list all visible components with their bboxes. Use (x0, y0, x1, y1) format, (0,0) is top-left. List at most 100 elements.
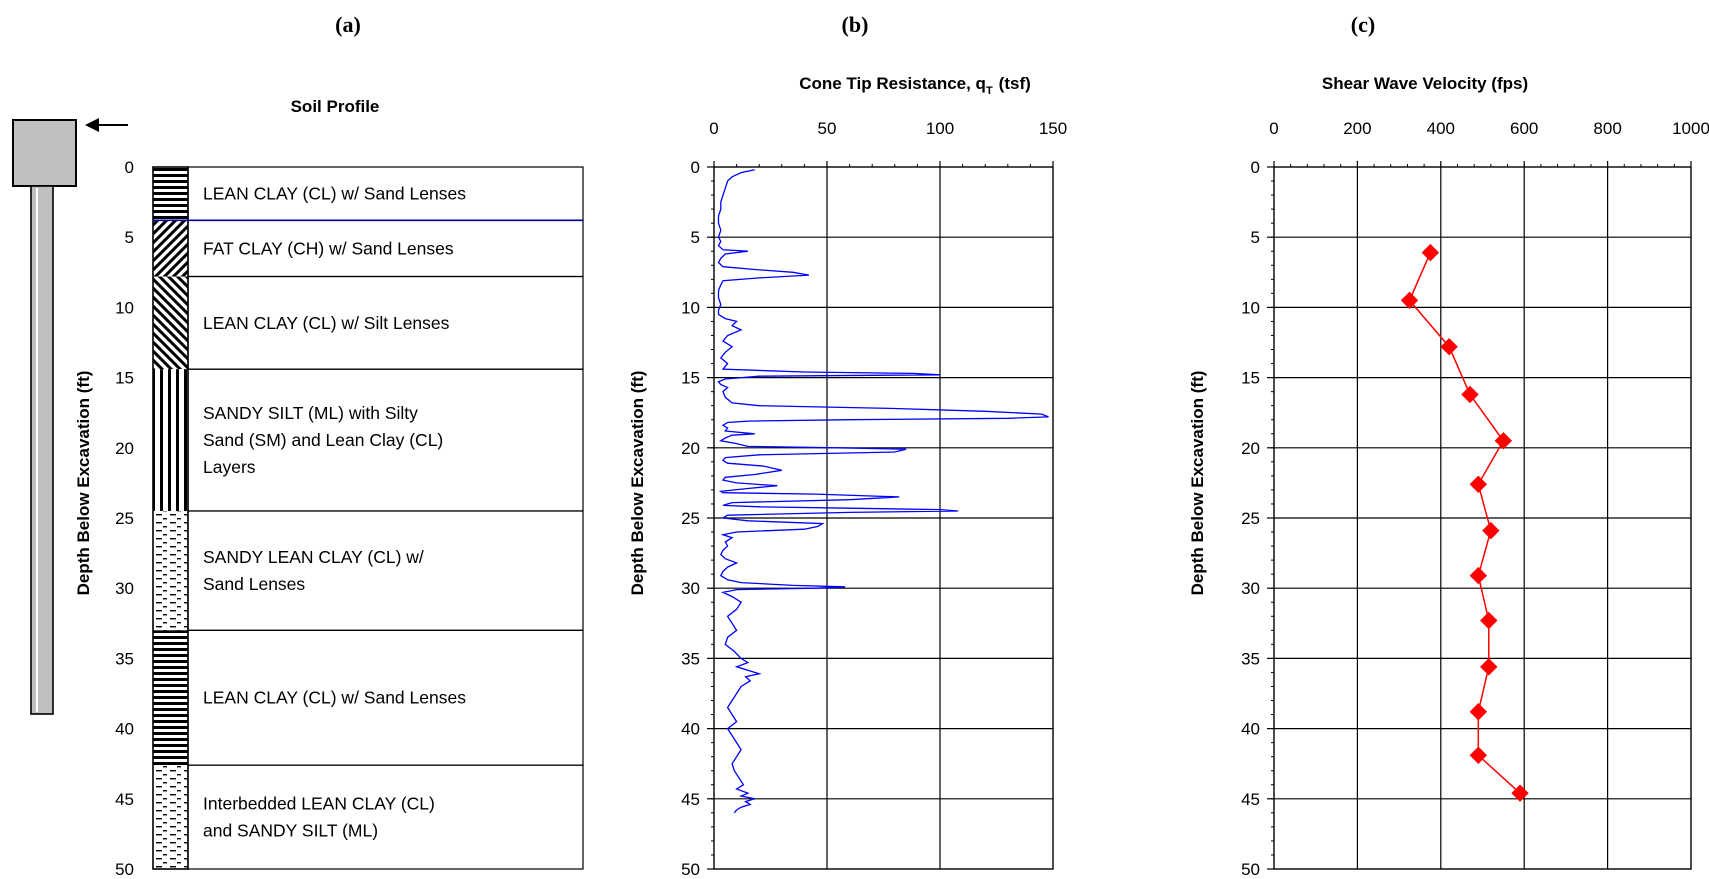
soil-layer-label-4-1: Sand Lenses (203, 574, 305, 594)
soil-layer-label-1-0: FAT CLAY (CH) w/ Sand Lenses (203, 238, 454, 258)
c-ytick-10: 50 (1241, 860, 1260, 879)
soil-layer-label-5-0: LEAN CLAY (CL) w/ Sand Lenses (203, 688, 466, 708)
cpt-grid (707, 161, 1054, 870)
soil-layer-label-3-0: SANDY SILT (ML) with Silty (203, 403, 418, 423)
b-ytick-9: 45 (681, 790, 700, 809)
c-xtick-4: 800 (1593, 119, 1621, 138)
soil-profile-layers: LEAN CLAY (CL) w/ Sand Lenses FAT CLAY (C… (152, 166, 584, 870)
soil-ytick-3: 15 (115, 369, 134, 388)
soil-layer-pattern-5 (153, 630, 188, 766)
cpt-series (717, 169, 1049, 814)
cpt-title-sub: T (986, 85, 993, 97)
soil-layer-label-3-2: Layers (203, 457, 256, 477)
soil-layer-label-6-0: Interbedded LEAN CLAY (CL) (203, 794, 435, 814)
b-xtick-1: 50 (818, 119, 837, 138)
c-ytick-7: 35 (1241, 649, 1260, 668)
vs-yticks: 0 5 10 15 20 25 30 35 40 45 50 (1241, 158, 1260, 879)
b-ytick-2: 10 (681, 298, 700, 317)
vs-point-7 (1469, 566, 1488, 585)
cpt-title-main: Cone Tip Resistance, q (799, 74, 986, 93)
soil-ytick-4: 20 (115, 439, 134, 458)
c-xtick-2: 400 (1427, 119, 1455, 138)
c-xtick-3: 600 (1510, 119, 1538, 138)
vs-series (1400, 243, 1529, 802)
vs-point-9 (1480, 658, 1498, 676)
soil-layer-label-3-1: Sand (SM) and Lean Clay (CL) (203, 430, 443, 450)
cpt-title-unit: (tsf) (999, 74, 1031, 93)
b-ytick-7: 35 (681, 649, 700, 668)
soil-profile-panel: Soil Profile Depth Below Excavation (ft)… (12, 97, 584, 879)
vs-point-0 (1421, 243, 1440, 262)
b-ytick-4: 20 (681, 439, 700, 458)
vs-point-2 (1440, 338, 1458, 356)
b-ytick-5: 25 (681, 509, 700, 528)
soil-layer-label-6-1: and SANDY SILT (ML) (203, 821, 378, 841)
b-ytick-3: 15 (681, 369, 700, 388)
panel-label-b: (b) (842, 12, 869, 37)
c-ytick-9: 45 (1241, 790, 1260, 809)
vs-panel: Shear Wave Velocity (fps) Depth Below Ex… (1188, 74, 1709, 879)
arrow-left-icon (85, 118, 128, 132)
soil-column-outline (152, 166, 189, 870)
soil-profile-yticks: 0 5 10 15 20 25 30 35 40 45 50 (115, 158, 134, 879)
c-ytick-5: 25 (1241, 509, 1260, 528)
vs-point-11 (1469, 746, 1488, 764)
soil-layer-pattern-1 (153, 220, 188, 277)
cpt-xticks: 0 50 100 150 (709, 119, 1067, 138)
b-ytick-10: 50 (681, 860, 700, 879)
cpt-series-line-0 (717, 169, 1049, 814)
vs-point-8 (1480, 611, 1498, 630)
b-ytick-0: 0 (691, 158, 700, 177)
vs-point-6 (1482, 521, 1500, 540)
soil-layer-label-0-0: LEAN CLAY (CL) w/ Sand Lenses (203, 184, 466, 204)
soil-layer-pattern-4 (153, 510, 188, 631)
soil-ytick-2: 10 (115, 298, 134, 317)
vs-point-1 (1400, 291, 1419, 310)
panel-label-c: (c) (1351, 12, 1375, 37)
b-ytick-6: 30 (681, 579, 700, 598)
cpt-title: Cone Tip Resistance, qT (tsf) (799, 74, 1031, 97)
vs-point-12 (1511, 784, 1529, 802)
b-ytick-8: 40 (681, 720, 700, 739)
soil-ytick-0: 0 (125, 158, 134, 177)
soil-layer-pattern-2 (153, 276, 188, 370)
soil-layer-pattern-6 (153, 765, 188, 869)
c-ytick-3: 15 (1241, 369, 1260, 388)
c-xtick-1: 200 (1343, 119, 1371, 138)
c-ytick-2: 10 (1241, 298, 1260, 317)
piezometer-icon (12, 119, 77, 715)
soil-layer-pattern-3 (153, 369, 188, 511)
vs-title: Shear Wave Velocity (fps) (1322, 74, 1528, 93)
soil-profile-ylabel: Depth Below Excavation (ft) (74, 371, 93, 596)
soil-ytick-9: 45 (115, 790, 134, 809)
vs-xticks: 0 200 400 600 800 1000 (1269, 119, 1709, 138)
cpt-yticks: 0 5 10 15 20 25 30 35 40 45 50 (681, 158, 700, 879)
c-xtick-0: 0 (1269, 119, 1278, 138)
soil-layer-label-4-0: SANDY LEAN CLAY (CL) w/ (203, 547, 424, 567)
vs-point-4 (1494, 432, 1513, 450)
c-xtick-5: 1000 (1672, 119, 1709, 138)
vs-ylabel: Depth Below Excavation (ft) (1188, 371, 1207, 596)
soil-layer-label-2-0: LEAN CLAY (CL) w/ Silt Lenses (203, 313, 450, 333)
panel-label-a: (a) (335, 12, 361, 37)
b-xtick-0: 0 (709, 119, 718, 138)
soil-layer-box-6 (187, 764, 584, 870)
vs-point-10 (1469, 703, 1488, 721)
soil-ytick-1: 5 (125, 228, 134, 247)
b-xtick-3: 150 (1039, 119, 1067, 138)
soil-ytick-8: 40 (115, 720, 134, 739)
soil-ytick-5: 25 (115, 509, 134, 528)
c-ytick-8: 40 (1241, 720, 1260, 739)
soil-ytick-7: 35 (115, 649, 134, 668)
c-ytick-6: 30 (1241, 579, 1260, 598)
soil-ytick-10: 50 (115, 860, 134, 879)
soil-layer-pattern-0 (153, 167, 188, 221)
soil-profile-title: Soil Profile (291, 97, 380, 116)
soil-layer-box-4 (187, 510, 584, 631)
b-xtick-2: 100 (926, 119, 954, 138)
b-ytick-1: 5 (691, 228, 700, 247)
cpt-panel: Cone Tip Resistance, qT (tsf) Depth Below… (628, 74, 1067, 879)
vs-point-3 (1461, 385, 1479, 404)
vs-point-5 (1469, 475, 1488, 494)
